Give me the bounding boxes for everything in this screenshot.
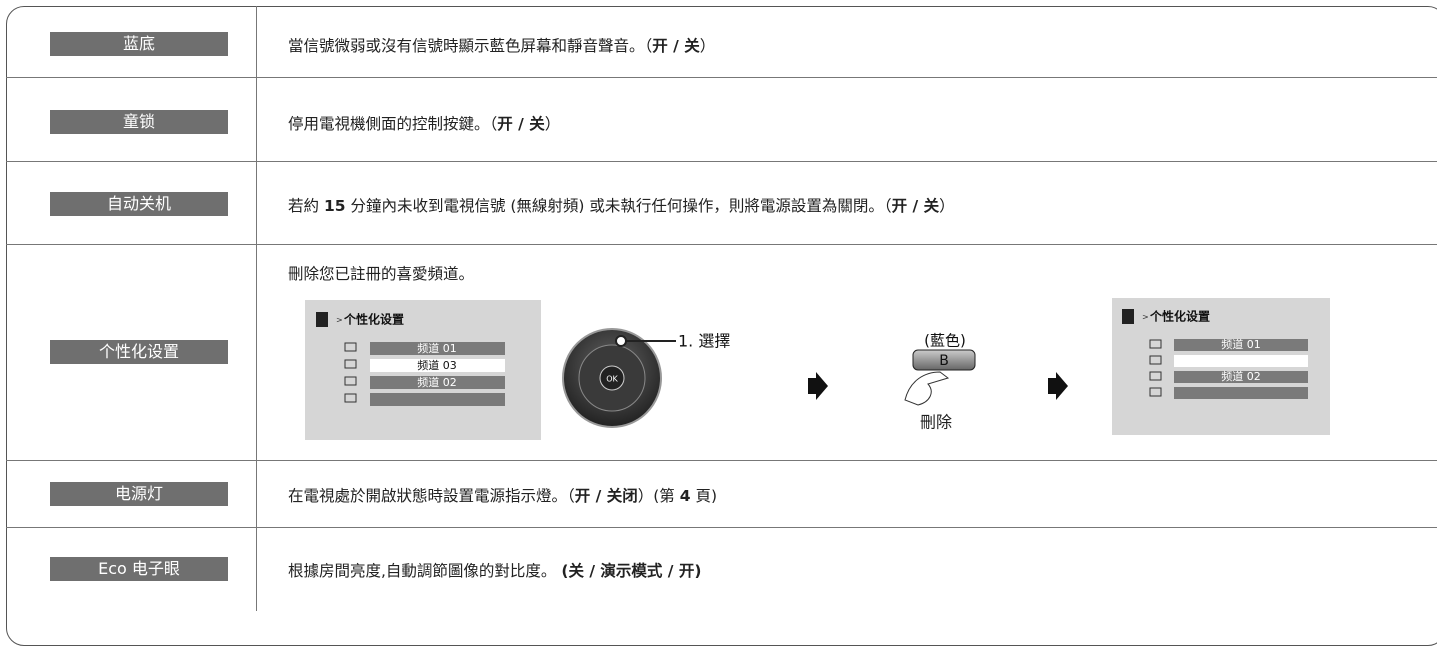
menu-item — [370, 342, 505, 355]
row-label: Eco 电子眼 — [50, 557, 228, 581]
description-text: 在電視處於開啟狀態時設置電源指示燈。（ — [288, 487, 575, 505]
table-row: Eco 电子眼 根據房間亮度,自動調節圖像的對比度。 (关 / 演示模式 / 开) — [6, 528, 1437, 611]
table-row: 蓝底 當信號微弱或沒有信號時顯示藍色屏幕和靜音聲音。（开 / 关） — [6, 6, 1437, 78]
description-text: (关 / 演示模式 / 开) — [561, 562, 702, 580]
menu-item — [370, 359, 505, 372]
menu-item — [1174, 339, 1308, 351]
ok-button — [599, 365, 625, 391]
description-text: 分鐘內未收到電視信號 (無線射頻) 或未執行任何操作，則將電源設置為關閉。（ — [345, 197, 892, 215]
description-text: 刪除您已註冊的喜愛頻道。 — [288, 265, 475, 283]
description-text: ） — [699, 37, 716, 55]
arrow — [1048, 372, 1068, 400]
label-column — [6, 461, 257, 527]
label-column — [6, 162, 257, 244]
description-text: 15 — [323, 197, 346, 215]
menu-item — [1174, 371, 1308, 383]
book-icons — [1149, 339, 1162, 397]
description-text: 4 — [679, 487, 691, 505]
delete-label: 刪除 — [920, 413, 952, 432]
menu-title: 个性化设置 — [343, 312, 404, 327]
table-row: 自动关机 若約 15 分鐘內未收到電視信號 (無線射頻) 或未執行任何操作，則將電… — [6, 162, 1437, 245]
table-row: 个性化设置 刪除您已註冊的喜愛頻道。 — [6, 245, 1437, 461]
illustration: > 个性化设置 频道 01 频道 03 频道 02 OK 1. 選擇 (藍色) … — [305, 298, 1330, 440]
arrow: > — [1142, 313, 1149, 322]
description-text: 开 / 关 — [497, 115, 545, 133]
label-column — [6, 78, 257, 161]
menu-item — [370, 376, 505, 389]
row-description: 根據房間亮度,自動調節圖像的對比度。 (关 / 演示模式 / 开) — [288, 559, 701, 581]
table-row: 童锁 停用電視機側面的控制按鍵。（开 / 关） — [6, 78, 1437, 162]
button-label: B — [939, 353, 949, 369]
menu-item-label: 频道 03 — [417, 358, 457, 372]
label-column — [6, 245, 257, 460]
row-label: 蓝底 — [50, 32, 228, 56]
color-label: (藍色) — [924, 332, 966, 350]
row-description: 停用電視機側面的控制按鍵。（开 / 关） — [288, 112, 560, 134]
description-text: 停用電視機側面的控制按鍵。（ — [288, 115, 498, 133]
arrow: > — [336, 316, 343, 325]
menu-item-label: 频道 02 — [1221, 369, 1261, 383]
row-description: 若約 15 分鐘內未收到電視信號 (無線射頻) 或未執行任何操作，則將電源設置為… — [288, 194, 955, 216]
hand — [904, 371, 950, 406]
label-column — [6, 6, 257, 77]
menu-icon — [316, 312, 328, 327]
row-label: 个性化设置 — [50, 340, 228, 364]
row-label: 童锁 — [50, 110, 228, 134]
row-description: 在電視處於開啟狀態時設置電源指示燈。（开 / 关闭）(第 4 頁) — [288, 484, 717, 506]
description-text: 开 / 关闭 — [574, 487, 638, 505]
b-button — [912, 349, 976, 371]
row-label: 电源灯 — [50, 482, 228, 506]
description-text: ）(第 — [637, 487, 680, 505]
table-row: 电源灯 在電視處於開啟狀態時設置電源指示燈。（开 / 关闭）(第 4 頁) — [6, 461, 1437, 528]
select-label: 1. 選擇 — [678, 332, 730, 351]
menu-item-label: 频道 01 — [1221, 337, 1261, 351]
description-text: 开 / 关 — [652, 37, 700, 55]
book-icons — [344, 342, 357, 403]
description-text: 开 / 关 — [891, 197, 940, 215]
row-label: 自动关机 — [50, 192, 228, 216]
ok-label: OK — [606, 375, 618, 384]
label-column — [6, 528, 257, 611]
description-text: 頁) — [690, 487, 717, 505]
menu-item — [370, 393, 505, 406]
menu-item — [1174, 387, 1308, 399]
page: 蓝底 當信號微弱或沒有信號時顯示藍色屏幕和靜音聲音。（开 / 关） 童锁 停用電視機側… — [6, 6, 1437, 646]
description-text: ） — [939, 197, 955, 215]
description-text: 當信號微弱或沒有信號時顯示藍色屏幕和靜音聲音。（ — [288, 37, 653, 55]
row-description: 刪除您已註冊的喜愛頻道。 — [288, 262, 474, 284]
menu-title: 个性化设置 — [1149, 309, 1210, 324]
menu-icon — [1122, 309, 1134, 324]
row-description: 當信號微弱或沒有信號時顯示藍色屏幕和靜音聲音。（开 / 关） — [288, 34, 715, 56]
arrow — [808, 372, 828, 400]
description-text: 若約 — [288, 197, 324, 215]
description-text: 根據房間亮度,自動調節圖像的對比度。 — [288, 562, 562, 580]
description-text: ） — [544, 115, 561, 133]
menu-item — [1174, 355, 1308, 367]
menu-item-label: 频道 01 — [417, 341, 457, 355]
pointer — [615, 335, 627, 347]
menu-item-label: 频道 02 — [417, 375, 457, 389]
